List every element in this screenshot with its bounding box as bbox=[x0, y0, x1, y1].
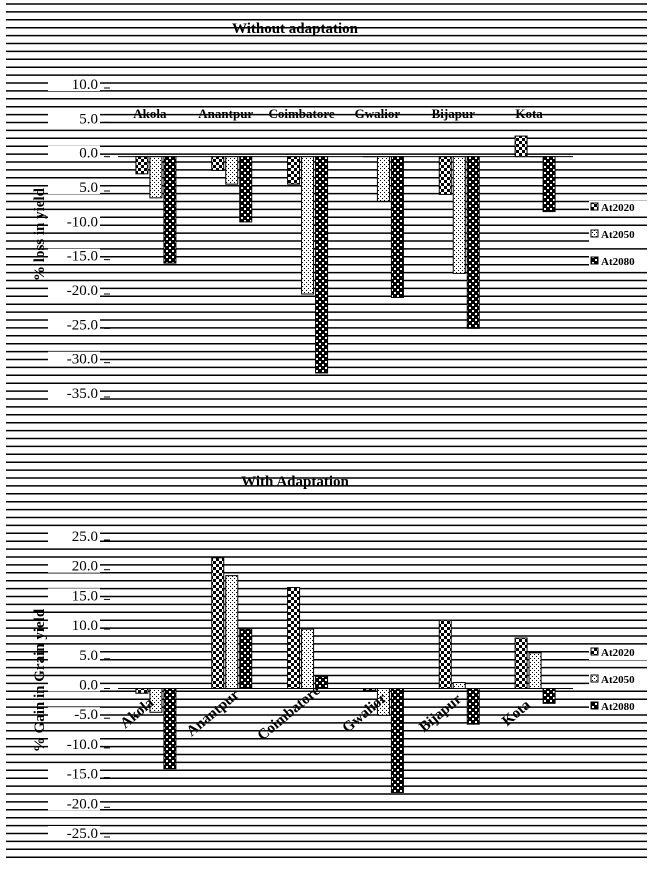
bar-At2050-Coimbatore bbox=[302, 629, 314, 688]
bar-At2050-Coimbatore bbox=[302, 157, 314, 294]
y-tick-label: -35.0 bbox=[67, 386, 98, 402]
legend-swatch bbox=[591, 230, 598, 237]
bar-At2020-Akola bbox=[136, 689, 148, 694]
category-label: Akola bbox=[133, 106, 167, 121]
legend-label: At2080 bbox=[601, 701, 635, 713]
legend-label: At2020 bbox=[601, 647, 635, 659]
bar-At2050-Anantpur bbox=[226, 157, 238, 184]
y-axis-label: % Gain in Grain yield bbox=[32, 608, 48, 752]
bar-At2020-Kota bbox=[515, 136, 527, 157]
bar-At2020-Kota bbox=[515, 638, 527, 688]
y-tick-label: -10.0 bbox=[67, 737, 98, 753]
bar-At2050-Kota bbox=[529, 653, 541, 689]
y-tick-label: 5.0 bbox=[79, 648, 98, 664]
y-tick-label: 10.0 bbox=[72, 618, 98, 634]
bar-At2080-Gwalior bbox=[391, 689, 403, 793]
y-tick-label: 5.0 bbox=[79, 180, 98, 196]
legend: At2020 At2050 At2080 bbox=[589, 646, 651, 714]
y-tick-label: 15.0 bbox=[72, 588, 98, 604]
bar-At2080-Akola bbox=[164, 689, 176, 769]
y-tick-label: -25.0 bbox=[67, 826, 98, 842]
y-tick-label: 0.0 bbox=[79, 146, 98, 162]
legend-swatch bbox=[591, 203, 598, 210]
bar-At2080-Bijapur bbox=[467, 689, 479, 725]
y-tick-label: 0.0 bbox=[79, 678, 98, 694]
y-tick-label: -30.0 bbox=[67, 352, 98, 368]
legend-swatch bbox=[591, 702, 598, 709]
bar-At2020-Coimbatore bbox=[288, 157, 300, 184]
category-label: Coimbatore bbox=[268, 106, 334, 121]
chart-title: Without adaptation bbox=[232, 21, 359, 37]
legend-swatch bbox=[591, 257, 598, 264]
bar-At2080-Bijapur bbox=[467, 157, 479, 329]
category-label: Anantpur bbox=[198, 106, 253, 121]
category-label: Bijapur bbox=[432, 106, 476, 121]
y-tick-label: 20.0 bbox=[72, 559, 98, 575]
bar-At2050-Anantpur bbox=[226, 576, 238, 689]
bar-At2080-Gwalior bbox=[391, 157, 403, 298]
y-tick-label: -15.0 bbox=[67, 249, 98, 265]
bar-At2020-Anantpur bbox=[212, 558, 224, 689]
legend-swatch bbox=[591, 675, 598, 682]
legend-label: At2050 bbox=[601, 674, 635, 686]
y-tick-label: -10.0 bbox=[67, 214, 98, 230]
y-axis-label: % loss in yield bbox=[32, 187, 48, 281]
bar-At2020-Bijapur bbox=[439, 620, 451, 688]
y-tick-label: 10.0 bbox=[72, 77, 98, 93]
bar-At2020-Bijapur bbox=[439, 157, 451, 195]
bar-At2080-Kota bbox=[543, 689, 555, 704]
bar-At2020-Akola bbox=[136, 157, 148, 174]
category-label: Kota bbox=[515, 106, 543, 121]
legend-label: At2080 bbox=[601, 256, 635, 268]
bar-At2020-Coimbatore bbox=[288, 588, 300, 689]
bar-At2020-Gwalior bbox=[363, 689, 375, 691]
chart-title: With Adaptation bbox=[241, 474, 349, 490]
bar-At2020-Anantpur bbox=[212, 157, 224, 171]
bar-At2080-Anantpur bbox=[240, 157, 252, 222]
bar-At2080-Coimbatore bbox=[316, 157, 328, 373]
legend-label: At2020 bbox=[601, 202, 635, 214]
y-tick-label: -5.0 bbox=[74, 707, 98, 723]
y-tick-label: -20.0 bbox=[67, 796, 98, 812]
bar-At2050-Bijapur bbox=[453, 157, 465, 274]
y-tick-label: -25.0 bbox=[67, 317, 98, 333]
bar-At2050-Gwalior bbox=[377, 157, 389, 202]
bar-At2080-Kota bbox=[543, 157, 555, 212]
legend: At2020 At2050 At2080 bbox=[589, 201, 651, 269]
bar-At2080-Coimbatore bbox=[316, 677, 328, 689]
y-tick-label: 5.0 bbox=[79, 111, 98, 127]
bar-At2080-Akola bbox=[164, 157, 176, 263]
y-tick-label: -20.0 bbox=[67, 283, 98, 299]
category-label: Gwalior bbox=[355, 106, 401, 121]
legend-swatch bbox=[591, 648, 598, 655]
legend-label: At2050 bbox=[601, 229, 635, 241]
bar-At2050-Bijapur bbox=[453, 683, 465, 689]
y-tick-label: 25.0 bbox=[72, 529, 98, 545]
bar-At2050-Akola bbox=[150, 157, 162, 198]
bar-At2080-Anantpur bbox=[240, 629, 252, 688]
y-tick-label: -15.0 bbox=[67, 767, 98, 783]
